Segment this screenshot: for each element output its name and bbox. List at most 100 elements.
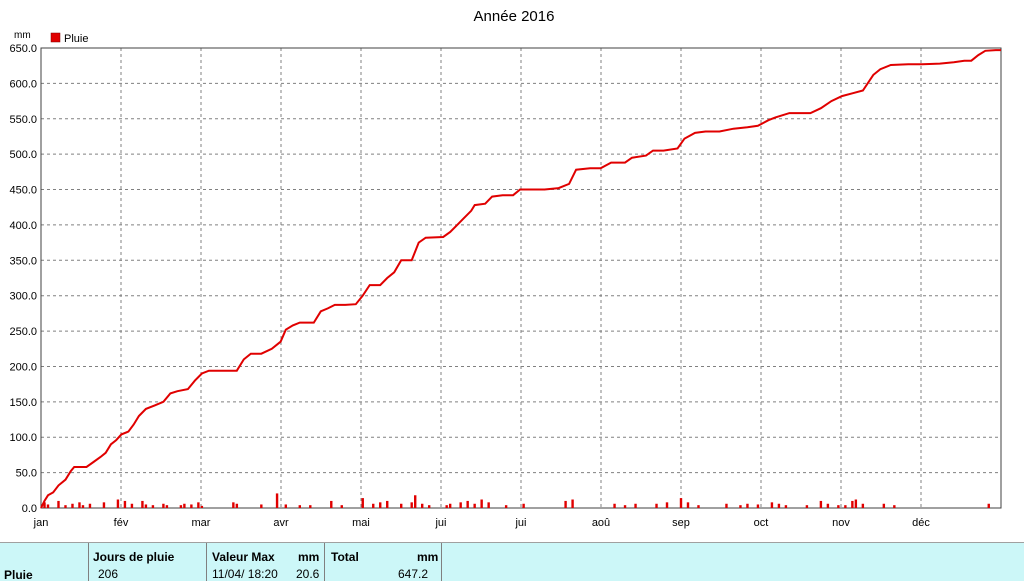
daily-rain-bar <box>623 505 627 508</box>
y-tick-label: 500.0 <box>9 149 37 161</box>
daily-rain-bar <box>410 502 413 508</box>
chart-title: Année 2016 <box>474 8 555 25</box>
y-tick-label: 350.0 <box>9 255 37 267</box>
daily-rain-bar <box>275 493 279 508</box>
daily-rain-bar <box>81 505 85 508</box>
daily-rain-bar <box>487 502 490 508</box>
x-tick-label: nov <box>832 517 850 529</box>
y-tick-label: 650.0 <box>9 43 37 55</box>
daily-rain-bar <box>746 503 749 508</box>
daily-rain-bar <box>634 503 637 508</box>
daily-rain-bar <box>473 503 476 508</box>
daily-rain-bar <box>987 503 990 508</box>
daily-rain-bar <box>459 502 462 508</box>
daily-rain-bar <box>197 502 200 508</box>
footer-divider <box>324 543 325 581</box>
daily-rain-bar <box>298 505 301 508</box>
daily-rain-bar <box>777 503 781 508</box>
total-header: Total <box>331 550 359 564</box>
x-tick-label: jui <box>434 517 446 529</box>
daily-rain-bar <box>421 503 424 508</box>
daily-rain-bar <box>770 502 774 508</box>
daily-rain-bar <box>179 505 183 508</box>
x-tick-label: déc <box>912 517 930 529</box>
daily-rain-bar <box>141 500 144 508</box>
rain-chart: Année 2016 mm Pluie 0.0 50.0 100.0 150.0 200… <box>9 8 1002 529</box>
daily-rain-bar <box>445 505 448 508</box>
daily-rain-bar <box>340 505 343 508</box>
legend-label: Pluie <box>64 33 88 45</box>
rain-days-value: 206 <box>98 567 119 581</box>
daily-rain-bar <box>784 505 788 508</box>
x-tick-label: mai <box>352 517 370 529</box>
daily-rain-bar <box>725 503 728 508</box>
daily-rain-bar <box>739 505 742 508</box>
max-value-header: Valeur Max <box>212 550 275 564</box>
rain-days-header: Jours de pluie <box>93 550 175 564</box>
y-tick-label: 0.0 <box>22 503 37 515</box>
summary-bar: Pluie Jours de pluie 206 Valeur Max mm 1… <box>0 542 1024 582</box>
daily-rain-bar <box>400 503 403 508</box>
daily-rain-bar <box>837 505 840 508</box>
plot-area: 0.0 50.0 100.0 150.0 200.0 250.0 300.0 350.0 400… <box>9 43 1002 529</box>
y-tick-label: 450.0 <box>9 185 37 197</box>
daily-rain-bar <box>564 500 567 508</box>
daily-rain-bar <box>102 502 106 508</box>
daily-rain-bar <box>123 500 127 508</box>
x-tick-label: jui <box>514 517 526 529</box>
max-value: 20.6 <box>296 567 320 581</box>
daily-rain-bar <box>46 504 50 508</box>
daily-rain-bar <box>309 505 312 508</box>
daily-rain-bar <box>190 504 193 508</box>
y-tick-label: 400.0 <box>9 220 37 232</box>
x-tick-label: fév <box>114 517 129 529</box>
y-tick-label: 300.0 <box>9 291 37 303</box>
daily-rain-bar <box>88 503 92 508</box>
daily-rain-bar <box>805 505 809 508</box>
y-tick-label: 150.0 <box>9 397 37 409</box>
plot-frame <box>40 47 1002 509</box>
daily-rain-bar <box>480 499 483 508</box>
daily-rain-bar <box>826 503 830 508</box>
daily-rain-bar <box>655 503 658 508</box>
footer-divider <box>88 543 89 581</box>
x-tick-label: mar <box>192 517 211 529</box>
daily-rain-bar <box>466 500 469 508</box>
daily-rain-bar <box>162 503 165 508</box>
daily-rain-bar <box>284 504 288 508</box>
x-tick-label: avr <box>273 517 289 529</box>
daily-rain-bar <box>361 498 364 508</box>
daily-rain-bar <box>571 499 574 508</box>
daily-rain-bar <box>144 504 148 508</box>
daily-rain-bar <box>200 505 204 508</box>
daily-rain-bar <box>183 503 186 508</box>
daily-rain-bar <box>882 503 886 508</box>
daily-rain-bar <box>232 502 235 508</box>
daily-rain-bar <box>151 505 155 508</box>
x-tick-label: oct <box>754 517 769 529</box>
daily-rain-bar <box>165 505 169 508</box>
daily-rain-bar <box>756 504 760 508</box>
daily-rain-bar <box>78 502 81 508</box>
y-tick-label: 100.0 <box>9 432 37 444</box>
daily-rain-bar <box>235 503 239 508</box>
daily-rain-bar <box>854 499 858 508</box>
daily-rain-bar <box>260 504 263 508</box>
daily-rain-bar <box>386 500 389 508</box>
max-value-date: 11/04/ 18:20 <box>212 567 278 581</box>
daily-rain-bar <box>448 503 452 508</box>
daily-rain-bar <box>427 505 431 508</box>
y-unit-label: mm <box>14 30 31 41</box>
daily-rain-bar <box>819 500 823 508</box>
daily-rain-bar <box>414 495 417 508</box>
daily-rain-bar <box>686 502 690 508</box>
daily-rain-bar <box>613 503 616 508</box>
x-tick-label: sep <box>672 517 690 529</box>
cumulative-rain-line <box>40 49 1001 509</box>
daily-rain-bar <box>893 505 896 508</box>
daily-rain-bar <box>64 505 67 508</box>
daily-rain-bar <box>697 505 700 508</box>
daily-rain-bar <box>330 500 333 508</box>
daily-rain-bar <box>116 499 120 508</box>
daily-rain-bar <box>379 502 382 508</box>
